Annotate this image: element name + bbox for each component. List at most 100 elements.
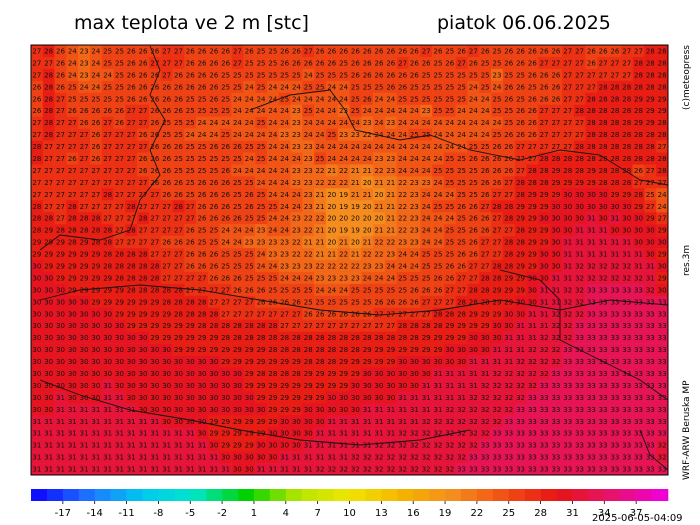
cell-value: 24: [434, 119, 443, 127]
cell-value: 27: [221, 286, 230, 294]
cell-value: 33: [610, 442, 619, 450]
cell-value: 27: [56, 107, 65, 115]
cell: [384, 68, 397, 82]
cell-value: 26: [245, 203, 254, 211]
cell: [384, 80, 397, 94]
cell: [66, 56, 79, 70]
cell: [184, 92, 197, 106]
cell-value: 29: [528, 191, 537, 199]
cell-value: 30: [351, 406, 360, 414]
cell-value: 30: [209, 394, 218, 402]
cell-value: 31: [103, 454, 112, 462]
cell-value: 31: [398, 406, 407, 414]
cell-value: 24: [351, 119, 360, 127]
cell-value: 30: [622, 203, 631, 211]
cell-value: 28: [469, 286, 478, 294]
cell-value: 32: [410, 430, 419, 438]
cell-value: 31: [209, 466, 218, 474]
cell-value: 21: [386, 191, 395, 199]
cell-value: 26: [209, 251, 218, 259]
cell-value: 26: [209, 47, 218, 55]
cell-value: 26: [32, 95, 41, 103]
cell-value: 29: [56, 251, 65, 259]
cell-value: 29: [469, 322, 478, 330]
cell-value: 30: [280, 418, 289, 426]
cell-value: 30: [139, 334, 148, 342]
cell-value: 20: [375, 215, 384, 223]
cell-value: 26: [481, 167, 490, 175]
cell: [644, 45, 657, 58]
cell-value: 26: [56, 47, 65, 55]
cell-value: 25: [245, 215, 254, 223]
cell-value: 29: [504, 286, 513, 294]
colorbar-segment: [524, 489, 541, 501]
cell-value: 33: [634, 466, 643, 474]
cell-value: 25: [257, 203, 266, 211]
cell-value: 32: [563, 310, 572, 318]
cell-value: 27: [162, 47, 171, 55]
cell-value: 28: [174, 310, 183, 318]
cell-value: 28: [398, 334, 407, 342]
cell-value: 30: [91, 334, 100, 342]
cell-value: 33: [575, 430, 584, 438]
cell-value: 29: [587, 179, 596, 187]
cell-value: 24: [280, 203, 289, 211]
cell-value: 31: [386, 430, 395, 438]
cell-value: 31: [469, 358, 478, 366]
cell-value: 31: [221, 466, 230, 474]
cell-value: 24: [245, 131, 254, 139]
cell-value: 30: [174, 394, 183, 402]
cell-value: 31: [528, 310, 537, 318]
cell-value: 28: [634, 155, 643, 163]
cell-value: 28: [245, 322, 254, 330]
cell-value: 30: [209, 370, 218, 378]
cell-value: 27: [563, 131, 572, 139]
cell-value: 27: [56, 179, 65, 187]
cell-value: 28: [481, 274, 490, 282]
cell: [101, 116, 114, 129]
map-title: max teplota ve 2 m [stc]: [74, 12, 309, 34]
cell-value: 30: [174, 358, 183, 366]
cell: [42, 45, 55, 58]
cell-value: 24: [434, 191, 443, 199]
cell-value: 30: [492, 322, 501, 330]
colorbar-segment: [413, 489, 430, 501]
cell-value: 30: [174, 406, 183, 414]
cell-value: 27: [115, 155, 124, 163]
cell-value: 25: [516, 95, 525, 103]
cell-value: 25: [339, 59, 348, 67]
colorbar-segment: [317, 489, 334, 501]
cell-value: 30: [115, 370, 124, 378]
cell-value: 31: [445, 370, 454, 378]
cell-value: 26: [233, 286, 242, 294]
cell-value: 26: [209, 215, 218, 223]
cell-value: 27: [245, 298, 254, 306]
cell: [101, 68, 114, 82]
cell: [432, 56, 445, 70]
cell: [137, 45, 150, 58]
cell-value: 25: [304, 286, 313, 294]
cell-value: 28: [44, 71, 53, 79]
cell-value: 30: [363, 382, 372, 390]
cell: [491, 92, 504, 106]
cell-value: 33: [658, 406, 667, 414]
cell-value: 25: [115, 47, 124, 55]
cell-value: 30: [445, 346, 454, 354]
cell-value: 33: [563, 394, 572, 402]
cell-value: 27: [162, 71, 171, 79]
cell-value: 29: [551, 167, 560, 175]
cell-value: 24: [422, 227, 431, 235]
cell-value: 27: [233, 47, 242, 55]
cell-value: 30: [44, 406, 53, 414]
cell-value: 31: [103, 394, 112, 402]
cell: [207, 80, 221, 94]
cell: [89, 80, 103, 94]
cell-value: 25: [386, 286, 395, 294]
cell-value: 33: [528, 454, 537, 462]
cell-value: 24: [658, 191, 667, 199]
cell-value: 27: [127, 167, 136, 175]
cell-value: 31: [327, 418, 336, 426]
cell-value: 27: [587, 71, 596, 79]
cell: [290, 104, 303, 117]
cell-value: 28: [91, 227, 100, 235]
